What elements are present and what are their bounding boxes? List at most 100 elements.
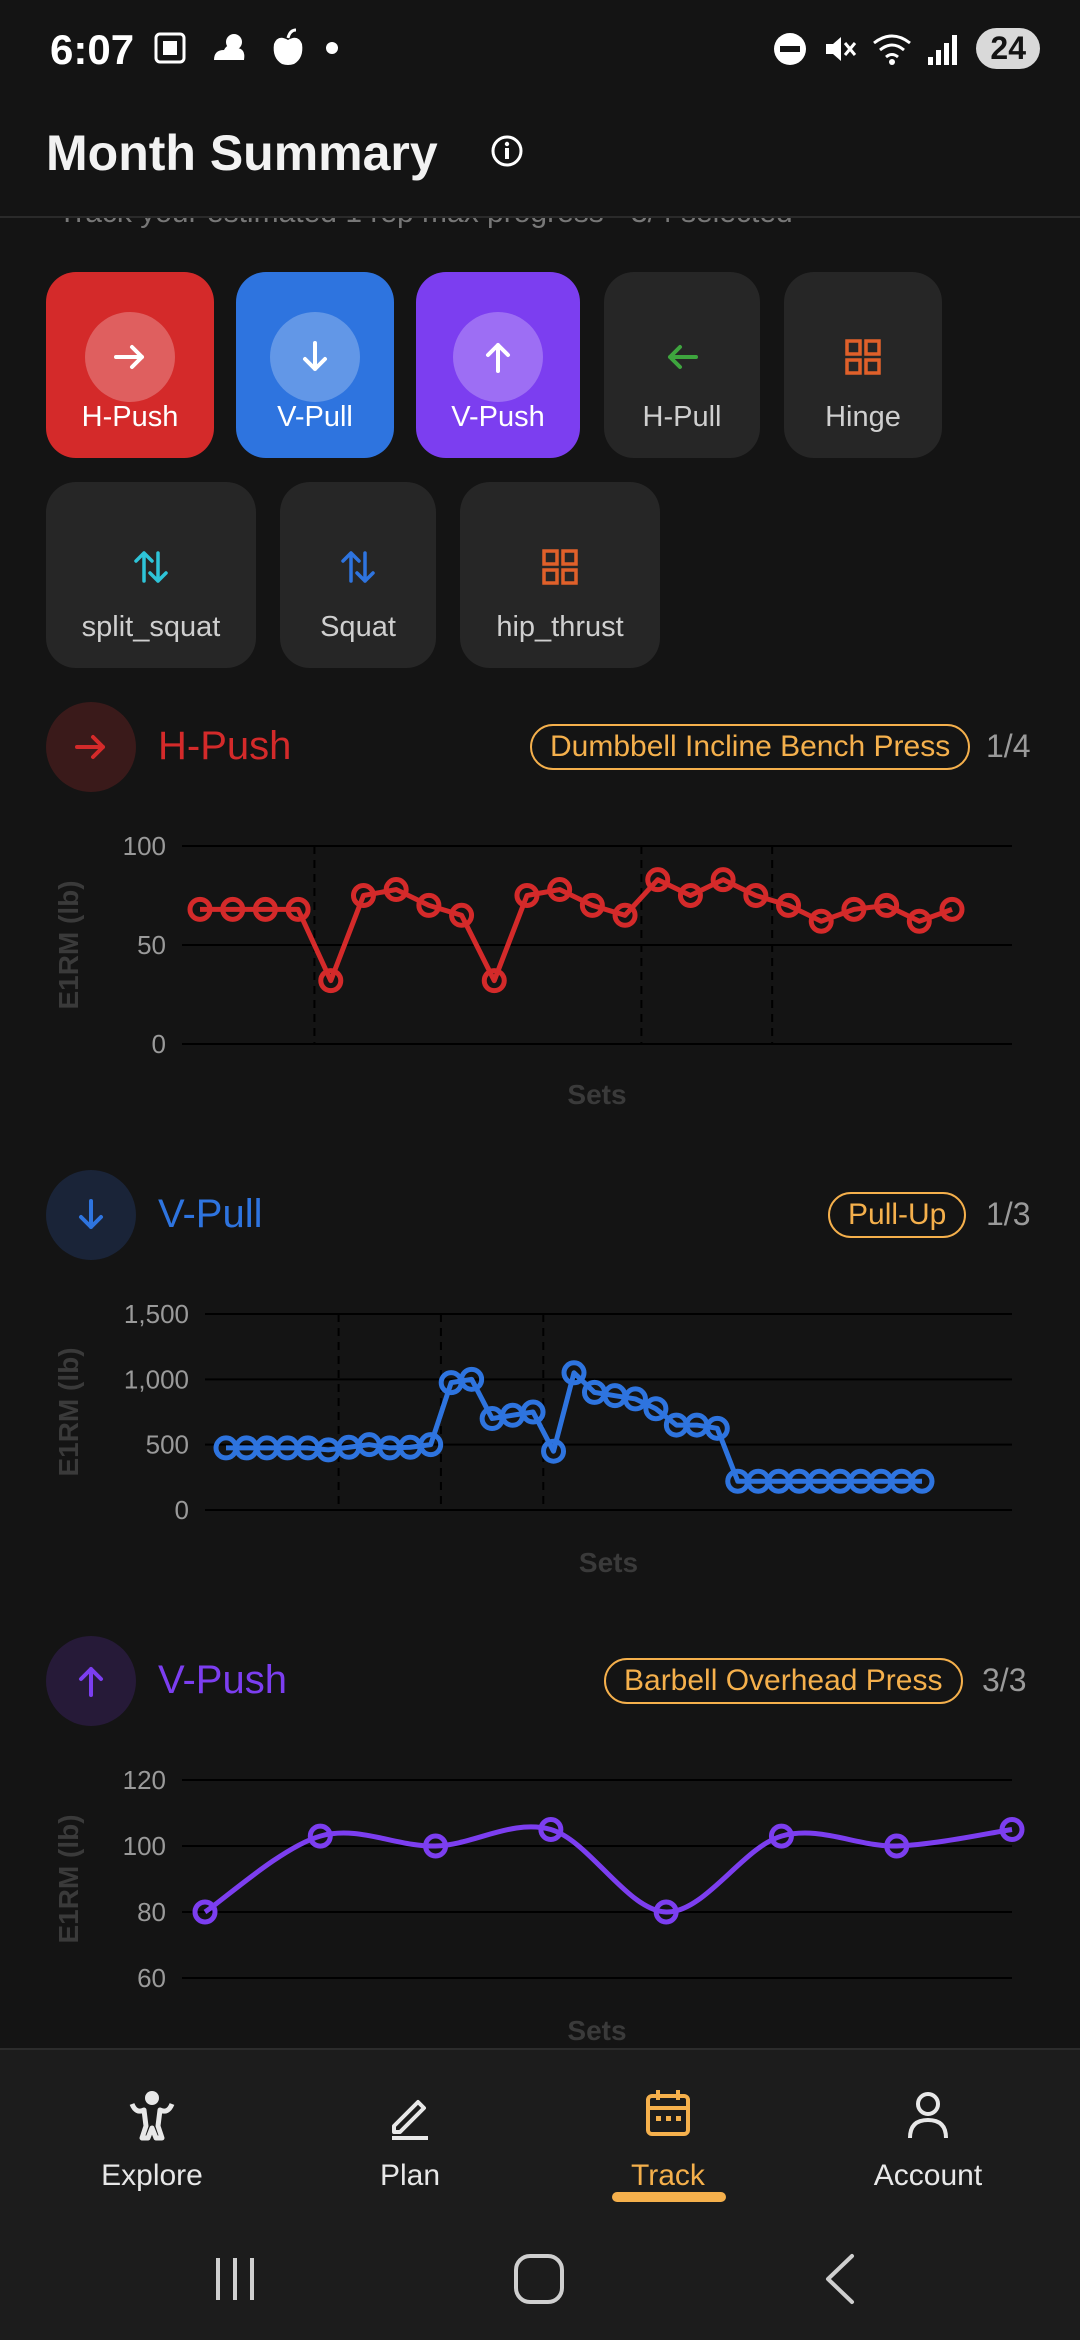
arrow-right-icon	[114, 345, 144, 369]
arrow-down-icon	[303, 341, 327, 371]
y-tick-label: 1,500	[124, 1299, 189, 1329]
data-point	[579, 892, 605, 918]
data-point	[449, 902, 475, 928]
y-axis-title: E1RM (lb)	[53, 1814, 84, 1943]
chip-label: Hinge	[825, 401, 901, 433]
data-point	[939, 896, 965, 922]
data-point	[906, 908, 932, 934]
calendar-icon	[646, 2090, 690, 2136]
status-bar: 6:07 24	[0, 0, 1080, 100]
back-icon[interactable]	[820, 2252, 860, 2306]
series-line	[200, 877, 953, 984]
data-point	[514, 883, 540, 908]
data-point	[423, 1833, 449, 1859]
status-icons-right: 24	[772, 28, 1040, 69]
chip-squat[interactable]: Squat	[280, 482, 436, 668]
swap-vertical-icon	[341, 551, 375, 583]
chip-h-pull[interactable]: H-Pull	[604, 272, 760, 458]
v-pull-exercise-pill[interactable]: Pull-Up	[828, 1192, 967, 1238]
chip-icon-container	[818, 312, 908, 402]
v-pull-chart: 0 500 1,000 1,500 E1RM (lb) Sets	[53, 1299, 1012, 1578]
wifi-icon	[873, 34, 912, 65]
bottom-nav: Explore Plan Track Account	[0, 2048, 1080, 2220]
data-point	[677, 883, 703, 908]
data-point	[220, 896, 246, 922]
nav-label: Plan	[379, 2159, 441, 2192]
chip-icon-container	[85, 312, 175, 402]
h-push-chart: 0 50 100 E1RM (lb) Sets	[53, 831, 1012, 1110]
recent-apps-icon[interactable]	[210, 2254, 260, 2304]
data-point	[318, 968, 344, 994]
data-point	[909, 1468, 935, 1494]
chip-icon-container	[313, 522, 403, 612]
data-point	[252, 896, 278, 922]
nav-item-plan[interactable]: Plan	[310, 2086, 510, 2193]
v-pull-badge	[46, 1170, 136, 1260]
page-title: Month Summary	[46, 125, 438, 181]
data-point	[285, 896, 311, 922]
chip-icon-container	[106, 522, 196, 612]
chip-v-push[interactable]: V-Push	[416, 272, 580, 458]
status-icons-left	[150, 28, 340, 68]
v-push-exercise-pill[interactable]: Barbell Overhead Press	[604, 1658, 963, 1704]
pencil-icon	[392, 2100, 428, 2140]
chip-h-push[interactable]: H-Push	[46, 272, 214, 458]
y-axis-title: E1RM (lb)	[53, 1347, 84, 1476]
arrow-up-icon	[486, 343, 510, 373]
swap-vertical-icon	[134, 551, 168, 583]
info-icon[interactable]	[490, 134, 524, 168]
chip-label: split_squat	[81, 611, 221, 643]
v-pull-title: V-Pull	[158, 1192, 263, 1236]
data-point	[622, 1386, 648, 1412]
v-push-title: V-Push	[158, 1658, 287, 1702]
chip-icon-container	[270, 312, 360, 402]
series-line	[226, 1370, 922, 1484]
nav-item-account[interactable]: Account	[828, 2086, 1028, 2193]
chip-label: H-Pull	[642, 401, 722, 433]
battery-indicator: 24	[976, 28, 1040, 69]
chip-icon-container	[637, 312, 727, 402]
nav-label: Track	[631, 2159, 705, 2192]
nav-item-track[interactable]: Track	[568, 2086, 768, 2193]
data-point	[643, 1396, 669, 1422]
arrow-right-icon	[75, 735, 105, 759]
data-point	[459, 1366, 485, 1392]
data-point	[874, 892, 900, 918]
chip-v-pull[interactable]: V-Pull	[236, 272, 394, 458]
grid-icon	[542, 549, 578, 585]
data-point	[653, 1899, 679, 1925]
arrow-left-icon	[668, 345, 698, 369]
mute-icon	[826, 36, 857, 61]
chip-label: V-Push	[451, 401, 545, 433]
y-tick-label: 80	[137, 1897, 166, 1927]
flexing-figure-icon	[129, 2091, 175, 2141]
nav-item-explore[interactable]: Explore	[52, 2086, 252, 2193]
data-point	[547, 877, 573, 903]
home-icon[interactable]	[512, 2252, 566, 2306]
data-point	[645, 867, 671, 893]
chip-split-squat[interactable]: split_squat	[46, 482, 256, 668]
data-point	[808, 908, 834, 934]
active-tab-indicator	[612, 2192, 726, 2202]
y-tick-label: 60	[137, 1963, 166, 1993]
chip-label: Squat	[320, 611, 396, 643]
chip-hinge[interactable]: Hinge	[784, 272, 942, 458]
nav-label: Account	[873, 2159, 983, 2192]
chip-icon-container	[453, 312, 543, 402]
y-axis-title: E1RM (lb)	[53, 880, 84, 1009]
y-tick-label: 50	[137, 930, 166, 960]
chip-hip-thrust[interactable]: hip_thrust	[460, 482, 660, 668]
data-point	[612, 902, 638, 928]
data-point	[187, 896, 213, 922]
data-point	[884, 1833, 910, 1859]
y-tick-label: 500	[146, 1430, 189, 1460]
h-push-exercise-pill[interactable]: Dumbbell Incline Bench Press	[530, 724, 971, 770]
data-point	[704, 1415, 730, 1441]
data-point	[520, 1399, 546, 1425]
dot-icon	[326, 42, 338, 54]
y-tick-label: 0	[175, 1495, 189, 1525]
series-line	[203, 1824, 1013, 1915]
weather-icon	[214, 34, 245, 60]
data-point	[350, 883, 376, 908]
data-point	[192, 1899, 218, 1925]
